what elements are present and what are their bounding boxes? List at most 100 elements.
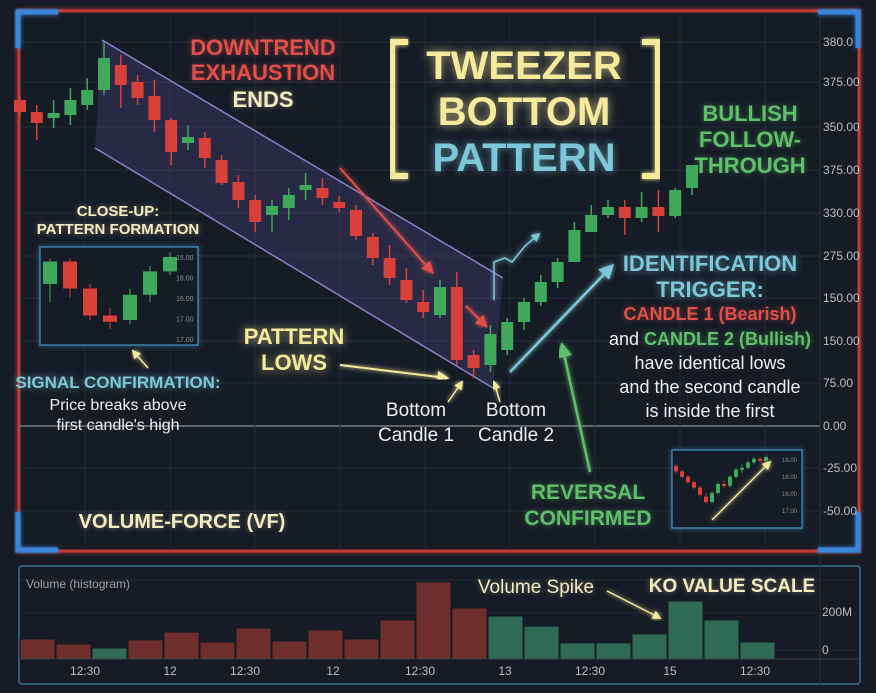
identification-label-1: IDENTIFICATION	[622, 251, 798, 276]
candle-body	[484, 334, 497, 365]
bullish-candle	[501, 318, 514, 355]
inset-candle-body	[103, 315, 117, 322]
candle-body	[585, 215, 598, 232]
y-tick-label: 150.00	[823, 291, 860, 305]
corner-bracket	[818, 9, 861, 48]
inset-candle-body	[674, 466, 678, 472]
bottom-candle-1-label-2: Candle 1	[377, 425, 455, 446]
inset-candle-body	[686, 476, 690, 483]
channel-lower-line	[94, 147, 494, 389]
ko-value-scale-label: KO VALUE SCALE	[648, 576, 816, 597]
volume-bar-up	[703, 619, 740, 660]
candle-body	[299, 185, 312, 190]
desc-line-1: have identical lows	[634, 353, 786, 373]
and-word: and	[608, 329, 640, 349]
candle-body	[333, 202, 346, 208]
candle-body	[618, 207, 631, 218]
signal-title: SIGNAL CONFIRMATION:	[15, 373, 221, 392]
volume-bar-up	[667, 600, 704, 660]
inset-candle-body	[710, 493, 714, 502]
candle-body	[383, 258, 396, 278]
signal-text-2: first candle's high	[56, 417, 180, 434]
bullish-candle	[182, 125, 194, 150]
candle-body	[635, 207, 648, 218]
candle-1-bearish: CANDLE 1 (Bearish)	[623, 304, 797, 324]
inset-tick-label: 18.00	[782, 458, 798, 464]
bearish-candle	[14, 95, 26, 118]
bullish-candle	[434, 280, 446, 318]
candle-body	[98, 58, 110, 90]
volume-bar-up	[523, 625, 560, 660]
volume-bar-down	[199, 641, 236, 660]
and-candle-2-line: and CANDLE 2 (Bullish)	[609, 330, 811, 348]
x-tick-label: 12:30	[404, 664, 436, 678]
inset-candle-body	[752, 458, 756, 463]
bearish-candle	[618, 200, 631, 235]
inset-candle-body	[764, 457, 768, 461]
y-tick-label: 150.00	[823, 334, 860, 348]
signal-arrow	[131, 349, 149, 369]
candle-body	[501, 322, 514, 350]
volume-bar-down	[451, 607, 488, 660]
identification-label-2: TRIGGER:	[656, 277, 764, 302]
bullish-candle	[534, 275, 547, 306]
bullish-candle	[484, 325, 497, 372]
candle-body	[215, 160, 228, 183]
identification-arrow	[509, 263, 615, 373]
candle-body	[30, 112, 43, 123]
title-line-3: PATTERN	[432, 136, 616, 180]
inset-candle-body	[746, 462, 750, 468]
downtrend-label-1: DOWNTREND	[190, 35, 336, 60]
y-tick-label: -25.00	[823, 461, 858, 475]
candle-body	[400, 280, 413, 300]
volume-spike-label: Volume Spike	[477, 577, 595, 598]
candle-body	[47, 113, 60, 118]
candle-body	[249, 200, 262, 222]
bullish-candle	[81, 78, 94, 110]
signal-text-1: Price breaks above	[49, 397, 187, 414]
inset-candle-body	[680, 471, 684, 477]
candle-body	[131, 82, 144, 98]
candle-body	[148, 96, 161, 120]
inset-tick-label: 18.00	[782, 475, 798, 481]
y-tick-label: 330.00	[823, 206, 860, 220]
y-tick-label: 275.00	[823, 249, 860, 263]
downtrend-channel	[95, 40, 503, 388]
bearish-candle	[417, 290, 430, 318]
downtrend-label-3: ENDS	[232, 87, 294, 112]
candle-body	[669, 190, 682, 216]
inset-tick-label: 16.00	[782, 492, 798, 498]
bearish-candle	[232, 175, 245, 208]
candle-body	[198, 138, 211, 158]
pattern-lows-1: PATTERN	[243, 324, 345, 349]
corner-bracket	[15, 512, 58, 553]
volume-scale-0: 0	[822, 643, 829, 657]
inset-candle	[143, 266, 157, 302]
bearish-candle	[383, 245, 396, 285]
desc-line-2: and the second candle	[619, 377, 801, 397]
bullish-candle	[686, 165, 698, 195]
bearish-candle	[450, 272, 463, 365]
candle-body	[282, 195, 295, 208]
bullish-label-1: BULLISH	[702, 101, 798, 126]
candle-body	[568, 230, 581, 262]
inset-candle	[123, 288, 137, 325]
volume-bar-down	[343, 638, 380, 660]
x-tick-label: 12	[326, 664, 340, 678]
candle-body	[266, 206, 278, 215]
volume-bar-up	[739, 641, 776, 660]
inset-candle	[163, 252, 177, 275]
candle-body	[232, 182, 245, 200]
title-line-1: TWEEZER	[426, 44, 622, 88]
volume-bar-up	[631, 633, 668, 660]
y-tick-label: 375.00	[823, 75, 860, 89]
downtrend-arrow	[339, 167, 434, 274]
bearish-candle	[131, 75, 144, 105]
candle-body	[467, 355, 480, 368]
candle-body	[534, 282, 547, 302]
bearish-candle	[114, 55, 127, 108]
downtrend-label-2: EXHAUSTION	[190, 60, 336, 85]
volume-bar-down	[415, 581, 452, 660]
candle-body	[64, 100, 77, 115]
bearish-candle	[333, 196, 346, 212]
